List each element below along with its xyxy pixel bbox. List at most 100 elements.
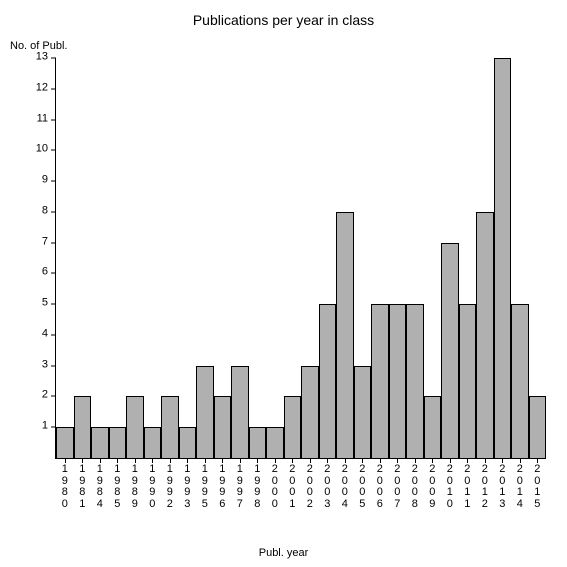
x-tick: 2003 — [319, 458, 337, 506]
x-tick-label: 2015 — [532, 464, 542, 510]
x-tick: 1981 — [74, 458, 92, 506]
bar — [214, 396, 232, 458]
x-tick: 2005 — [354, 458, 372, 506]
y-tick-mark — [51, 119, 56, 120]
x-tick: 1989 — [126, 458, 144, 506]
bar — [109, 427, 127, 458]
x-tick-label: 2002 — [305, 464, 315, 510]
y-tick-label: 11 — [37, 112, 48, 124]
x-tick: 1984 — [91, 458, 109, 506]
plot-area: 1980198119841985198919901992199319951996… — [55, 58, 546, 459]
x-ticks: 1980198119841985198919901992199319951996… — [56, 458, 546, 506]
y-tick-label: 6 — [42, 266, 48, 278]
y-tick-mark — [51, 427, 56, 428]
bars-group — [56, 58, 546, 458]
x-tick: 2013 — [494, 458, 512, 506]
x-tick-label: 2010 — [445, 464, 455, 510]
x-tick-label: 1980 — [60, 464, 70, 510]
y-tick-label: 10 — [36, 143, 48, 155]
bar — [91, 427, 109, 458]
y-tick-mark — [51, 88, 56, 89]
y-tick-label: 12 — [36, 81, 48, 93]
y-tick-label: 13 — [36, 51, 48, 63]
bar — [266, 427, 284, 458]
x-tick-label: 1993 — [182, 464, 192, 510]
x-tick-label: 2004 — [340, 464, 350, 510]
y-tick-label: 7 — [42, 235, 48, 247]
y-tick-label: 3 — [42, 358, 48, 370]
x-tick: 1995 — [196, 458, 214, 506]
x-tick: 2012 — [476, 458, 494, 506]
x-tick: 1990 — [144, 458, 162, 506]
y-tick-label: 5 — [42, 297, 48, 309]
bar — [476, 212, 494, 458]
x-tick-label: 2013 — [497, 464, 507, 510]
bar — [319, 304, 337, 458]
x-tick-label: 1996 — [217, 464, 227, 510]
x-tick-label: 2012 — [480, 464, 490, 510]
x-tick: 1985 — [109, 458, 127, 506]
x-tick: 1998 — [249, 458, 267, 506]
x-tick: 2015 — [529, 458, 547, 506]
bar — [284, 396, 302, 458]
x-tick: 2014 — [511, 458, 529, 506]
bar — [441, 243, 459, 458]
x-tick-label: 2005 — [357, 464, 367, 510]
bar — [336, 212, 354, 458]
chart-container: Publications per year in class No. of Pu… — [0, 0, 567, 567]
y-tick-label: 1 — [42, 420, 48, 432]
y-tick-label: 8 — [42, 204, 48, 216]
bar — [144, 427, 162, 458]
x-tick-label: 1997 — [235, 464, 245, 510]
y-tick-mark — [51, 181, 56, 182]
x-tick-label: 2006 — [375, 464, 385, 510]
x-tick: 2007 — [389, 458, 407, 506]
bar — [196, 366, 214, 458]
x-tick-label: 2011 — [462, 464, 472, 510]
x-tick-label: 1998 — [252, 464, 262, 510]
x-tick: 2008 — [406, 458, 424, 506]
bar — [406, 304, 424, 458]
x-tick-label: 1992 — [165, 464, 175, 510]
bar — [529, 396, 547, 458]
x-tick: 2002 — [301, 458, 319, 506]
x-tick: 2004 — [336, 458, 354, 506]
y-tick-mark — [51, 396, 56, 397]
x-tick-label: 2009 — [427, 464, 437, 510]
x-tick: 2000 — [266, 458, 284, 506]
x-tick-label: 1981 — [77, 464, 87, 510]
y-tick-mark — [51, 242, 56, 243]
bar — [56, 427, 74, 458]
bar — [354, 366, 372, 458]
bar — [389, 304, 407, 458]
bar — [231, 366, 249, 458]
x-tick: 1993 — [179, 458, 197, 506]
bar — [74, 396, 92, 458]
x-tick-label: 2000 — [270, 464, 280, 510]
bar — [161, 396, 179, 458]
x-tick-label: 2001 — [287, 464, 297, 510]
x-tick: 2006 — [371, 458, 389, 506]
x-tick-label: 1989 — [130, 464, 140, 510]
x-tick-label: 1990 — [147, 464, 157, 510]
x-tick: 1980 — [56, 458, 74, 506]
x-tick: 2011 — [459, 458, 477, 506]
chart-title: Publications per year in class — [0, 12, 567, 28]
bar — [459, 304, 477, 458]
bar — [494, 58, 512, 458]
x-tick: 1992 — [161, 458, 179, 506]
bar — [371, 304, 389, 458]
x-tick-label: 2003 — [322, 464, 332, 510]
x-tick-label: 2014 — [515, 464, 525, 510]
x-tick: 1997 — [231, 458, 249, 506]
y-tick-mark — [51, 273, 56, 274]
x-axis-label: Publ. year — [0, 547, 567, 559]
x-tick: 2010 — [441, 458, 459, 506]
y-tick-label: 2 — [42, 389, 48, 401]
bar — [301, 366, 319, 458]
x-tick-label: 2007 — [392, 464, 402, 510]
y-tick-mark — [51, 211, 56, 212]
y-tick-mark — [51, 365, 56, 366]
y-tick-mark — [51, 150, 56, 151]
x-tick-label: 1984 — [95, 464, 105, 510]
